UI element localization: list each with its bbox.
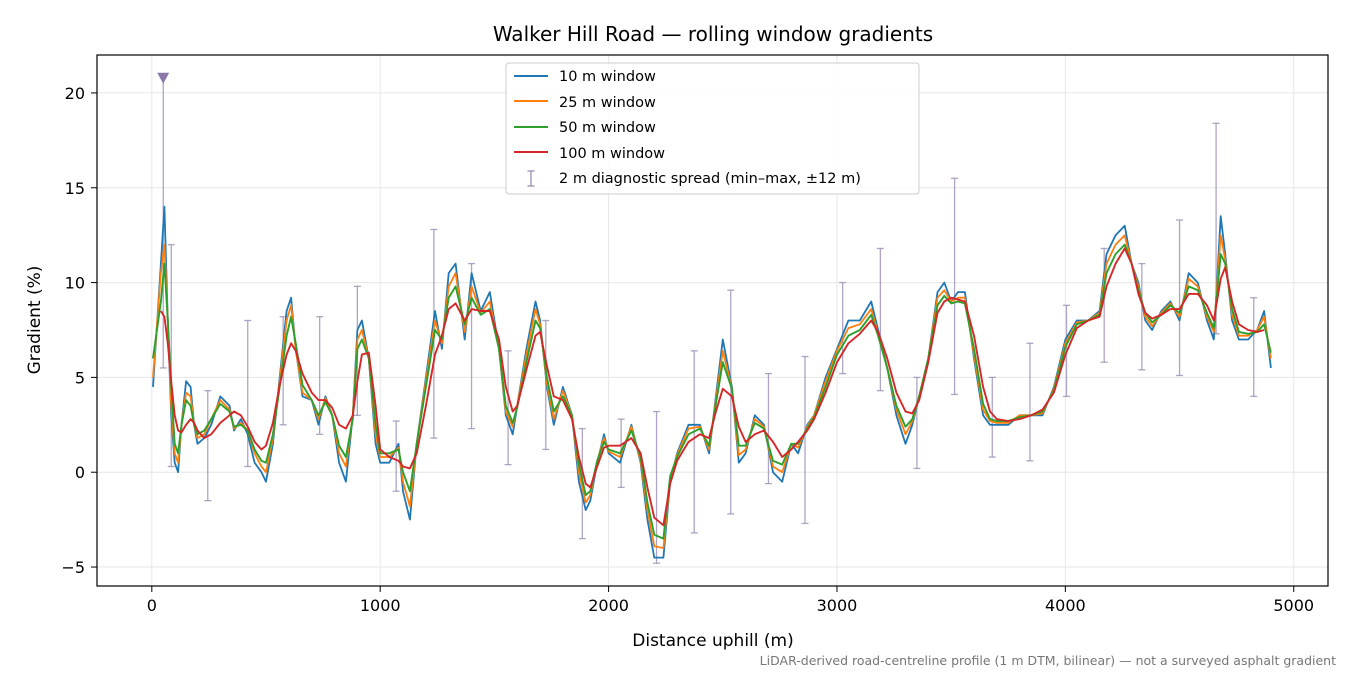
spread-bar: [1026, 342, 1034, 462]
x-tick-label: 4000: [1045, 596, 1086, 615]
spread-bar: [839, 281, 847, 375]
spread-bar: [504, 350, 512, 466]
legend-box: [505, 62, 920, 195]
y-tick-label: −5: [61, 558, 85, 577]
footnote: LiDAR-derived road-centreline profile (1…: [760, 653, 1336, 668]
x-tick-label: 5000: [1273, 596, 1314, 615]
spread-bar: [653, 410, 661, 564]
y-axis-label: Gradient (%): [25, 266, 45, 375]
series-layer: [152, 205, 1272, 559]
x-tick-label: 2000: [588, 596, 629, 615]
chart-title: Walker Hill Road — rolling window gradie…: [493, 22, 933, 46]
spread-bar: [988, 376, 996, 458]
spread-bar: [167, 243, 175, 468]
spread-bar: [244, 319, 252, 468]
clipped-marker: [157, 72, 170, 84]
x-ticks: 0 1000 2000 3000 4000 5000: [147, 586, 1314, 615]
spread-bar: [1176, 219, 1184, 377]
spread-bar: [690, 350, 698, 534]
y-tick-label: 0: [75, 463, 85, 482]
y-tick-label: 20: [65, 84, 85, 103]
spread-bar: [764, 372, 772, 485]
spread-bar: [801, 355, 809, 525]
series-line-w100: [160, 247, 1265, 527]
spread-bar: [876, 247, 884, 392]
legend: 10 m window 25 m window 50 m window 100 …: [505, 62, 920, 195]
legend-label-w10: 10 m window: [559, 69, 656, 85]
spread-bar: [1250, 297, 1258, 398]
y-tick-label: 5: [75, 368, 85, 387]
spread-bar: [913, 376, 921, 470]
legend-label-spread: 2 m diagnostic spread (min–max, ±12 m): [559, 171, 861, 187]
spread-bar: [1138, 262, 1146, 371]
spread-bar: [392, 420, 400, 492]
legend-label-w50: 50 m window: [559, 120, 656, 136]
x-tick-label: 0: [147, 596, 157, 615]
y-tick-label: 10: [65, 274, 85, 293]
x-axis-label: Distance uphill (m): [632, 631, 793, 651]
y-ticks: −5 0 5 10 15 20: [61, 84, 97, 577]
plot-frame: [96, 54, 1329, 587]
spread-bar: [204, 390, 212, 502]
spread-bar: [542, 319, 550, 451]
spread-bar: [951, 177, 959, 396]
x-tick-label: 3000: [817, 596, 858, 615]
legend-label-w25: 25 m window: [559, 95, 656, 111]
legend-swatch-spread: [527, 170, 535, 187]
spread-bar: [727, 289, 735, 515]
legend-label-w100: 100 m window: [559, 146, 665, 162]
y-tick-label: 15: [65, 179, 85, 198]
x-tick-label: 1000: [360, 596, 401, 615]
